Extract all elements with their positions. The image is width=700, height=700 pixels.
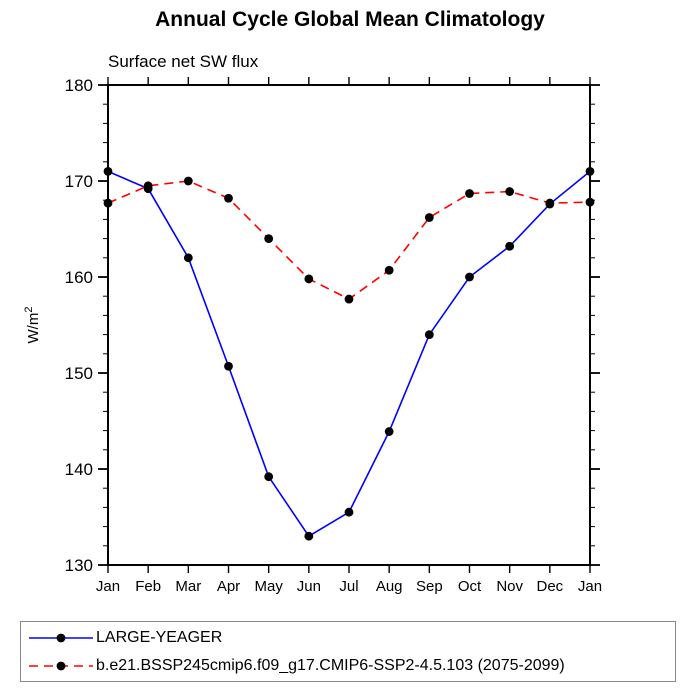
x-axis-tick-label: Nov <box>496 578 523 595</box>
x-axis-tick-label: Oct <box>458 578 482 595</box>
data-point-series1-3 <box>224 193 233 203</box>
y-axis-tick-label: 150 <box>65 364 93 383</box>
x-axis-tick-label: Apr <box>217 578 240 595</box>
legend-item-cmip6: b.e21.BSSP245cmip6.f09_g17.CMIP6-SSP2-4.… <box>21 652 675 680</box>
legend-label-cmip6: b.e21.BSSP245cmip6.f09_g17.CMIP6-SSP2-4.… <box>96 656 565 674</box>
data-point-series0-4 <box>264 472 274 482</box>
x-axis-tick-label: Dec <box>536 578 563 595</box>
legend-sample-solid-blue <box>29 633 93 642</box>
data-point-series0-7 <box>384 427 394 436</box>
y-axis-tick-label: 160 <box>65 268 93 287</box>
data-point-series0-0 <box>103 167 113 176</box>
legend-box: LARGE-YEAGER b.e21.BSSP245cmip6.f09_g17.… <box>20 621 676 682</box>
legend-marker-dot <box>56 633 66 642</box>
data-point-series1-4 <box>264 234 274 244</box>
data-point-series0-12 <box>585 167 595 176</box>
plot-canvas: 130 140 150 160 170 180 Jan Feb Mar Apr May Jun Jul A… <box>23 76 602 595</box>
data-point-series1-12 <box>585 197 595 207</box>
x-axis-tick-label: Sep <box>416 578 443 595</box>
x-axis-tick-label: Jun <box>297 578 321 595</box>
plot-frame <box>107 84 591 566</box>
data-point-series0-9 <box>465 272 474 282</box>
data-point-series1-9 <box>465 189 474 198</box>
data-point-series1-1 <box>143 181 153 191</box>
data-point-series0-5 <box>304 531 314 541</box>
data-point-series1-8 <box>424 213 434 222</box>
x-axis-tick-label: May <box>254 578 283 595</box>
data-point-series0-2 <box>183 253 193 263</box>
data-point-series1-7 <box>384 265 394 275</box>
data-point-series1-5 <box>304 274 314 284</box>
legend-sample-dashed-red <box>29 661 93 670</box>
y-axis-tick-label: 140 <box>65 460 93 479</box>
chart-subtitle: Surface net SW flux <box>108 52 259 71</box>
series-line-0 <box>107 170 591 538</box>
data-point-series1-2 <box>183 176 193 186</box>
data-point-series0-6 <box>344 507 354 517</box>
x-axis-tick-label: Jan <box>578 578 602 595</box>
data-point-series0-8 <box>424 330 434 339</box>
data-point-series1-6 <box>344 294 354 304</box>
y-axis-title: W/m2 <box>23 307 42 344</box>
legend-marker-dot <box>56 661 66 670</box>
x-axis-tick-label: Jan <box>96 578 120 595</box>
legend-label-large-yeager: LARGE-YEAGER <box>96 628 223 646</box>
data-point-series0-10 <box>505 241 515 251</box>
chart-title: Annual Cycle Global Mean Climatology <box>155 8 545 31</box>
x-axis-tick-label: Mar <box>175 578 201 595</box>
y-axis-tick-label: 130 <box>65 556 93 575</box>
x-axis-tick-label: Feb <box>135 578 161 595</box>
legend-item-large-yeager: LARGE-YEAGER <box>21 624 675 652</box>
x-axis-tick-label: Aug <box>376 578 403 595</box>
y-axis-tick-label: 170 <box>65 172 93 191</box>
data-point-series1-10 <box>505 187 515 196</box>
data-point-series1-11 <box>545 198 555 208</box>
x-axis-tick-label: Jul <box>339 578 358 595</box>
data-point-series0-3 <box>224 361 233 371</box>
y-axis-tick-label: 180 <box>65 76 93 95</box>
series-line-1 <box>107 180 591 301</box>
data-point-series1-0 <box>103 198 113 208</box>
